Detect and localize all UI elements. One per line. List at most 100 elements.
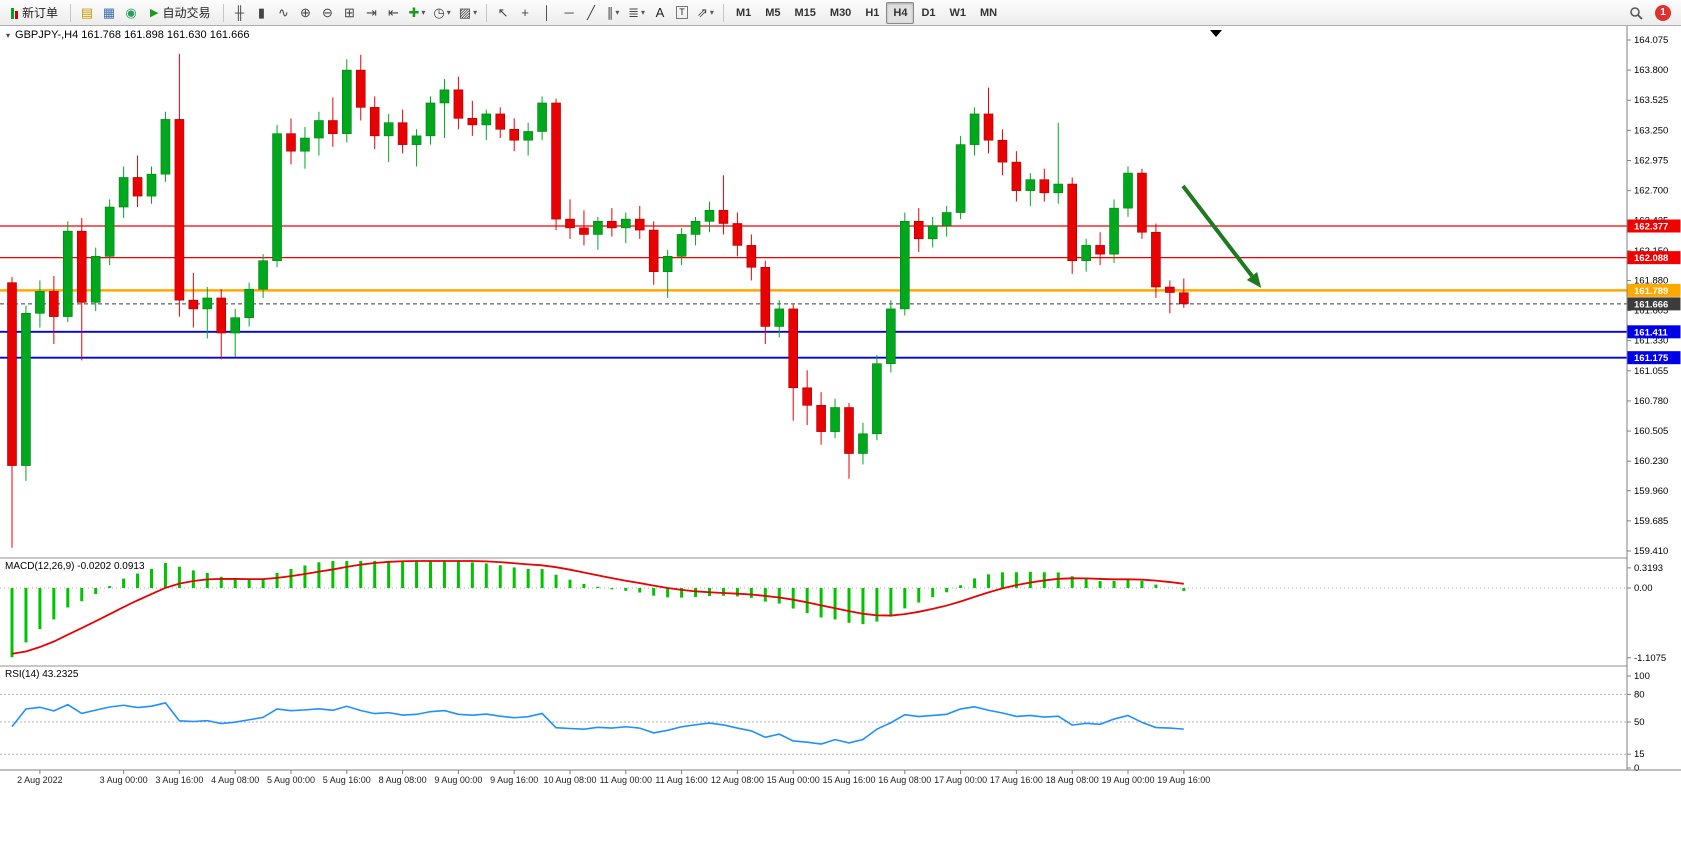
candle [732,212,743,257]
chart-shift-icon: ⇤ [388,5,399,20]
candle [1011,151,1022,202]
candle [118,166,129,219]
bar-chart-button[interactable]: ╫ [229,2,251,24]
candle-body [90,256,101,303]
candle [355,54,366,121]
rsi-tick-label: 100 [1634,671,1650,682]
zoom-out-button[interactable]: ⊖ [317,2,339,24]
price-badge-support: 161.411 [1627,325,1681,339]
trendline-button[interactable]: ╱ [580,2,602,24]
notification-badge[interactable]: 1 [1655,4,1671,21]
timeframe-toolbar: M1 M5 M15 M30 H1 H4 D1 W1 MN [729,1,1004,24]
candle [593,216,603,250]
candle-body [314,120,324,139]
line-chart-button[interactable]: ∿ [273,2,295,24]
timeframe-m15-button[interactable]: M15 [788,2,823,24]
candle [104,199,115,266]
tile-windows-button[interactable]: ⊞ [339,2,361,24]
price-badge-pivot: 161.789 [1627,283,1681,297]
candle [244,282,254,327]
candle-body [244,288,254,318]
candle [174,53,185,317]
candle-body [774,308,785,327]
text-button[interactable]: A [649,2,671,24]
candle [941,205,952,237]
candle-body [341,69,352,134]
crosshair-icon: + [521,5,529,20]
candle-body [397,122,408,145]
candle [746,234,757,281]
templates-button[interactable]: ▨ ▾ [455,2,481,24]
profiles-button[interactable]: ▤ [76,2,98,24]
candle-body [216,297,227,334]
zoom-in-button[interactable]: ⊕ [295,2,317,24]
candle [328,97,338,147]
fibonacci-button[interactable]: ≣ ▾ [624,2,649,24]
candle [844,403,854,479]
text-label-button[interactable]: T [671,2,693,24]
candle [286,118,296,165]
candle-body [76,230,87,303]
timeframe-h1-button[interactable]: H1 [858,2,886,24]
timeframe-w1-button[interactable]: W1 [943,2,974,24]
candle-body [1151,231,1161,288]
candle [1151,223,1161,298]
fibonacci-icon: ≣ [628,5,639,20]
candle [314,111,324,156]
candle-body [411,135,422,145]
candle [551,98,561,231]
auto-scroll-button[interactable]: ⇥ [361,2,383,24]
candle-body [1053,183,1064,194]
equidistant-channel-button[interactable]: ∥ ▾ [602,2,624,24]
one-click-trading-toggle[interactable]: ▾ [6,30,11,40]
arrows-button[interactable]: ⇗ ▾ [693,2,718,24]
search-button[interactable] [1625,2,1647,24]
candlestick-series [7,53,1189,548]
price-tick-label: 159.685 [1634,516,1668,527]
candle-body [118,177,129,208]
timeframe-m30-button[interactable]: M30 [823,2,858,24]
timeframe-h4-button[interactable]: H4 [886,1,915,24]
macd-tick-label: 0.3193 [1634,563,1663,574]
timeframe-mn-button[interactable]: MN [973,2,1004,24]
timeframe-m1-button[interactable]: M1 [729,2,758,24]
candle [830,398,840,439]
new-order-button[interactable]: 新订单 [4,2,65,24]
market-watch-button[interactable]: ▦ [98,2,120,24]
candle [1165,280,1175,314]
candle [983,87,994,154]
candle [1123,166,1133,217]
price-tick-label: 159.960 [1634,486,1668,497]
cursor-button[interactable]: ↖ [492,2,514,24]
vertical-line-button[interactable]: │ [536,2,558,24]
templates-icon: ▨ [458,5,472,20]
chart-area[interactable]: 164.075 163.800 163.525 163.250 162.975 162.7… [0,26,1681,843]
svg-text:162.377: 162.377 [1634,221,1668,232]
candle-body [49,291,59,317]
timeframe-m5-button[interactable]: M5 [758,2,787,24]
trend-arrow[interactable] [1181,184,1262,288]
price-scale[interactable] [1627,26,1681,770]
timeframe-d1-button[interactable]: D1 [914,2,942,24]
candlestick-chart-button[interactable]: ▮ [251,2,273,24]
periods-button[interactable]: ◷ ▾ [429,2,454,24]
candle-body [760,266,771,327]
candle-body [704,210,715,222]
indicators-icon: ✚ [408,5,420,20]
chart-shift-button[interactable]: ⇤ [383,2,405,24]
candle [969,107,980,156]
time-label: 15 Aug 00:00 [767,775,820,785]
horizontal-line-icon: ─ [564,5,574,20]
new-order-label: 新订单 [22,6,59,20]
chart-shift-marker[interactable] [1210,30,1222,37]
autotrading-button[interactable]: ▶ 自动交易 [143,2,217,24]
horizontal-line-button[interactable]: ─ [558,2,580,24]
chart-canvas[interactable]: 164.075 163.800 163.525 163.250 162.975 162.7… [0,26,1681,843]
crosshair-button[interactable]: + [514,2,536,24]
indicators-button[interactable]: ✚ ▾ [405,2,430,24]
candle [1067,177,1077,274]
candle-body [816,405,826,432]
candle [7,277,17,548]
data-window-button[interactable]: ◉ [120,2,142,24]
price-tick-label: 163.250 [1634,125,1668,136]
